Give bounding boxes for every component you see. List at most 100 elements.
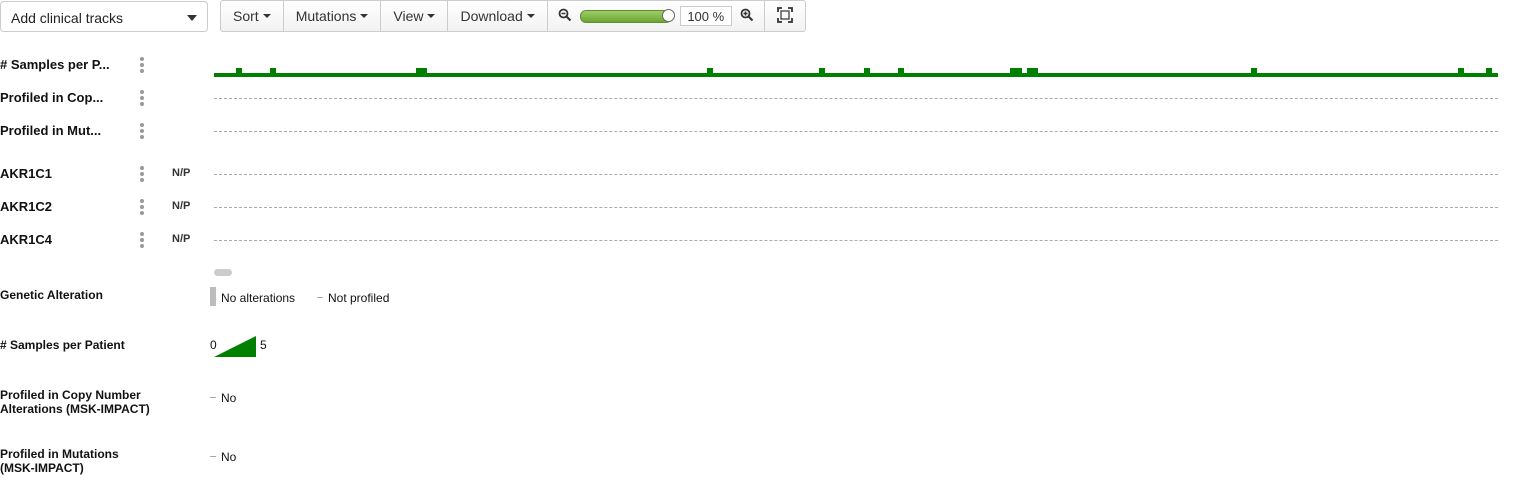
sample-bar[interactable] xyxy=(679,73,685,77)
sample-bar[interactable] xyxy=(1044,73,1050,77)
sample-bar[interactable] xyxy=(567,73,573,77)
add-clinical-tracks-dropdown[interactable]: Add clinical tracks xyxy=(0,1,208,32)
sample-bar[interactable] xyxy=(1486,68,1492,77)
sample-bar[interactable] xyxy=(954,73,960,77)
sample-bar[interactable] xyxy=(287,73,293,77)
view-button[interactable]: View xyxy=(381,1,449,31)
sample-bar[interactable] xyxy=(1201,73,1207,77)
sample-bar[interactable] xyxy=(483,73,489,77)
sample-bar[interactable] xyxy=(875,73,881,77)
sample-bar[interactable] xyxy=(1066,73,1072,77)
sample-bar[interactable] xyxy=(393,73,399,77)
sample-bar[interactable] xyxy=(808,73,814,77)
sample-bar[interactable] xyxy=(1391,73,1397,77)
sample-bar[interactable] xyxy=(814,73,820,77)
sample-bar[interactable] xyxy=(926,73,932,77)
zoom-slider-handle[interactable] xyxy=(661,8,675,22)
sample-bar[interactable] xyxy=(1374,73,1380,77)
track-menu-icon[interactable] xyxy=(140,166,144,182)
sample-bar[interactable] xyxy=(578,73,584,77)
sample-bar[interactable] xyxy=(231,73,237,77)
sample-bar[interactable] xyxy=(214,73,220,77)
sample-bar[interactable] xyxy=(1240,73,1246,77)
sample-bar[interactable] xyxy=(388,73,394,77)
sample-bar[interactable] xyxy=(1178,73,1184,77)
sample-bar[interactable] xyxy=(668,73,674,77)
sample-bar[interactable] xyxy=(1442,73,1448,77)
sample-bar[interactable] xyxy=(887,73,893,77)
sample-bar[interactable] xyxy=(612,73,618,77)
sample-bar[interactable] xyxy=(438,73,444,77)
horizontal-scrollbar[interactable] xyxy=(214,269,232,276)
sample-bar[interactable] xyxy=(898,68,904,77)
sample-bar[interactable] xyxy=(264,73,270,77)
sample-bar[interactable] xyxy=(763,73,769,77)
sample-bar[interactable] xyxy=(674,73,680,77)
sample-bar[interactable] xyxy=(1425,73,1431,77)
track-label-akr1c2[interactable]: AKR1C2 xyxy=(0,199,53,214)
sample-bar[interactable] xyxy=(556,73,562,77)
sample-bar[interactable] xyxy=(1122,73,1128,77)
sample-bar[interactable] xyxy=(1016,68,1022,77)
sample-bar[interactable] xyxy=(1083,73,1089,77)
sample-bar[interactable] xyxy=(1402,73,1408,77)
sample-bar[interactable] xyxy=(270,68,276,77)
sample-bar[interactable] xyxy=(999,73,1005,77)
sample-bar[interactable] xyxy=(1447,73,1453,77)
sample-bar[interactable] xyxy=(1268,73,1274,77)
sample-bar[interactable] xyxy=(1144,73,1150,77)
sample-bar[interactable] xyxy=(1324,73,1330,77)
sample-bar[interactable] xyxy=(853,73,859,77)
sample-bar[interactable] xyxy=(494,73,500,77)
sample-bar[interactable] xyxy=(1290,73,1296,77)
sample-bar[interactable] xyxy=(337,73,343,77)
track-label-profiled-cna[interactable]: Profiled in Cop... xyxy=(0,90,104,105)
sample-bar[interactable] xyxy=(461,73,467,77)
sample-bar[interactable] xyxy=(718,73,724,77)
sample-bar[interactable] xyxy=(881,73,887,77)
sample-bar[interactable] xyxy=(332,73,338,77)
sample-bar[interactable] xyxy=(803,73,809,77)
sample-bar[interactable] xyxy=(1133,73,1139,77)
mutations-button[interactable]: Mutations xyxy=(284,1,382,31)
sample-bar[interactable] xyxy=(1430,73,1436,77)
sample-bar[interactable] xyxy=(421,68,427,77)
sample-bar[interactable] xyxy=(1470,73,1476,77)
sample-bar[interactable] xyxy=(1492,73,1498,77)
sample-bar[interactable] xyxy=(444,73,450,77)
sample-bar[interactable] xyxy=(1072,73,1078,77)
sample-bar[interactable] xyxy=(309,73,315,77)
sample-bar[interactable] xyxy=(1206,73,1212,77)
sample-bar[interactable] xyxy=(343,73,349,77)
sample-bar[interactable] xyxy=(1296,73,1302,77)
sample-bar[interactable] xyxy=(528,73,534,77)
fit-to-screen-button[interactable] xyxy=(765,1,805,31)
sample-bar[interactable] xyxy=(948,73,954,77)
sample-bar[interactable] xyxy=(1060,73,1066,77)
sample-bar[interactable] xyxy=(242,73,248,77)
sample-bar[interactable] xyxy=(472,73,478,77)
sample-bar[interactable] xyxy=(371,73,377,77)
sample-bar[interactable] xyxy=(1212,73,1218,77)
sample-bar[interactable] xyxy=(965,73,971,77)
sample-bar[interactable] xyxy=(304,73,310,77)
sample-bar[interactable] xyxy=(354,73,360,77)
sample-bar[interactable] xyxy=(545,73,551,77)
sample-bar[interactable] xyxy=(1369,73,1375,77)
sample-bar[interactable] xyxy=(1279,73,1285,77)
sample-bar[interactable] xyxy=(326,73,332,77)
sample-bar[interactable] xyxy=(1217,73,1223,77)
sample-bar[interactable] xyxy=(1357,73,1363,77)
sample-bar[interactable] xyxy=(982,73,988,77)
sample-bar[interactable] xyxy=(702,73,708,77)
sample-bar[interactable] xyxy=(931,73,937,77)
sample-bar[interactable] xyxy=(892,73,898,77)
akr1c1-track[interactable] xyxy=(214,174,1498,175)
sample-bar[interactable] xyxy=(786,73,792,77)
sample-bar[interactable] xyxy=(713,73,719,77)
sample-bar[interactable] xyxy=(1335,73,1341,77)
sample-bar[interactable] xyxy=(769,73,775,77)
sample-bar[interactable] xyxy=(1156,73,1162,77)
sample-bar[interactable] xyxy=(601,73,607,77)
sample-bar[interactable] xyxy=(292,73,298,77)
